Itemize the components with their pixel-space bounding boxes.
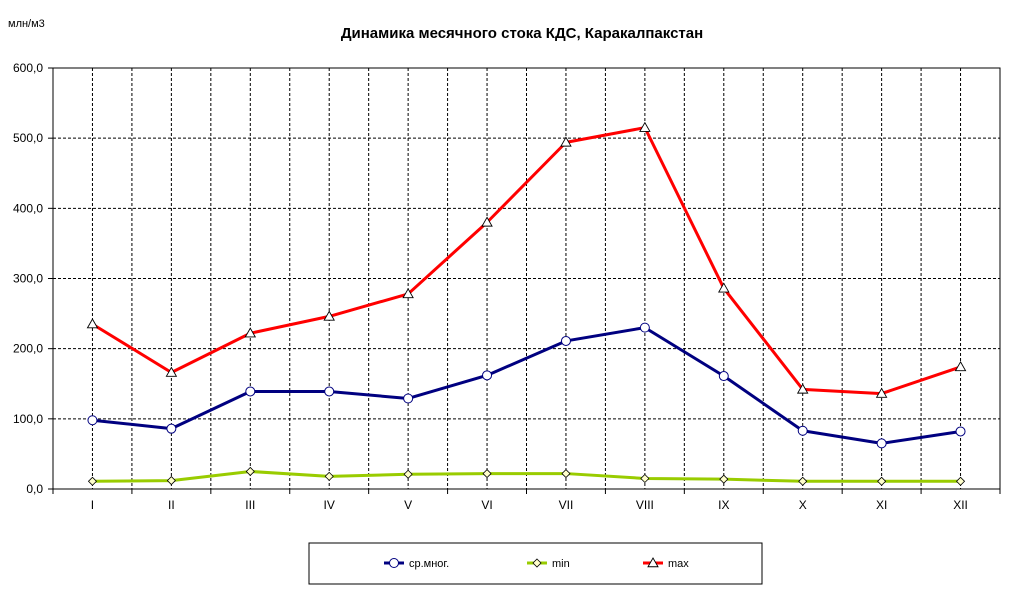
x-tick-label: VI bbox=[481, 498, 492, 512]
data-point-triangle bbox=[86, 318, 99, 329]
data-point-diamond bbox=[166, 476, 176, 486]
data-point-circle bbox=[403, 393, 414, 404]
y-tick-label: 400,0 bbox=[13, 201, 43, 215]
data-point-diamond bbox=[640, 473, 650, 484]
data-point-diamond bbox=[955, 476, 966, 486]
data-point-triangle bbox=[718, 282, 730, 293]
data-point-diamond bbox=[532, 558, 542, 568]
data-point-circle bbox=[560, 335, 571, 346]
x-tick-label: II bbox=[168, 498, 175, 512]
data-point-circle bbox=[797, 425, 808, 436]
data-point-triangle bbox=[165, 366, 178, 377]
y-tick-label: 100,0 bbox=[13, 412, 43, 426]
data-point-triangle bbox=[244, 327, 257, 338]
data-point-triangle bbox=[796, 383, 809, 394]
x-tick-label: IV bbox=[324, 498, 335, 512]
y-tick-label: 200,0 bbox=[13, 342, 43, 356]
series-line bbox=[92, 326, 961, 445]
data-point-diamond bbox=[561, 468, 571, 479]
data-point-circle bbox=[389, 558, 399, 568]
data-point-triangle bbox=[481, 216, 493, 227]
data-point-circle bbox=[324, 386, 335, 397]
series-triangle bbox=[86, 121, 967, 398]
series-diamond bbox=[87, 466, 966, 486]
data-point-triangle bbox=[647, 557, 659, 568]
x-tick-label: X bbox=[799, 498, 807, 512]
data-point-triangle bbox=[402, 288, 414, 299]
series-line bbox=[91, 126, 962, 396]
x-tick-label: V bbox=[404, 498, 412, 512]
data-point-diamond bbox=[87, 476, 98, 486]
x-tick-label: VIII bbox=[636, 498, 654, 512]
y-tick-label: 0,0 bbox=[26, 482, 43, 496]
data-point-circle bbox=[482, 370, 493, 381]
x-tick-label: XI bbox=[876, 498, 887, 512]
data-point-circle bbox=[245, 386, 256, 397]
data-point-triangle bbox=[875, 387, 888, 398]
data-point-diamond bbox=[245, 466, 255, 477]
data-point-diamond bbox=[324, 471, 334, 481]
data-point-triangle bbox=[560, 136, 572, 147]
series-lines bbox=[86, 121, 967, 486]
y-axis-unit-label: млн/м3 bbox=[8, 18, 45, 30]
legend-label: ср.мног. bbox=[409, 558, 449, 570]
data-point-triangle bbox=[639, 121, 651, 132]
data-point-triangle bbox=[954, 361, 967, 372]
data-point-diamond bbox=[798, 476, 808, 486]
legend-label: max bbox=[668, 558, 689, 570]
chart-title: Динамика месячного стока КДС, Каракалпак… bbox=[341, 25, 703, 42]
y-tick-label: 300,0 bbox=[13, 272, 43, 286]
data-point-diamond bbox=[719, 474, 729, 484]
data-point-circle bbox=[876, 438, 887, 449]
gridlines bbox=[52, 67, 1001, 490]
legend-label: min bbox=[552, 558, 570, 570]
series-line bbox=[92, 469, 961, 483]
x-tick-label: I bbox=[91, 498, 94, 512]
data-point-diamond bbox=[403, 469, 413, 479]
data-point-circle bbox=[639, 322, 650, 333]
legend: ср.мног. min max bbox=[308, 542, 763, 585]
data-point-triangle bbox=[323, 310, 335, 321]
x-tick-label: VII bbox=[559, 498, 574, 512]
y-tick-label: 500,0 bbox=[13, 131, 43, 145]
data-point-circle bbox=[718, 371, 729, 382]
data-point-circle bbox=[87, 415, 98, 426]
data-point-circle bbox=[955, 426, 966, 437]
x-tick-label: XII bbox=[953, 498, 968, 512]
data-point-circle bbox=[166, 423, 177, 434]
series-circle bbox=[87, 322, 966, 449]
data-point-diamond bbox=[877, 476, 887, 486]
x-tick-label: III bbox=[245, 498, 255, 512]
x-tick-label: IX bbox=[718, 498, 729, 512]
data-point-diamond bbox=[482, 468, 492, 479]
y-tick-label: 600,0 bbox=[13, 61, 43, 75]
